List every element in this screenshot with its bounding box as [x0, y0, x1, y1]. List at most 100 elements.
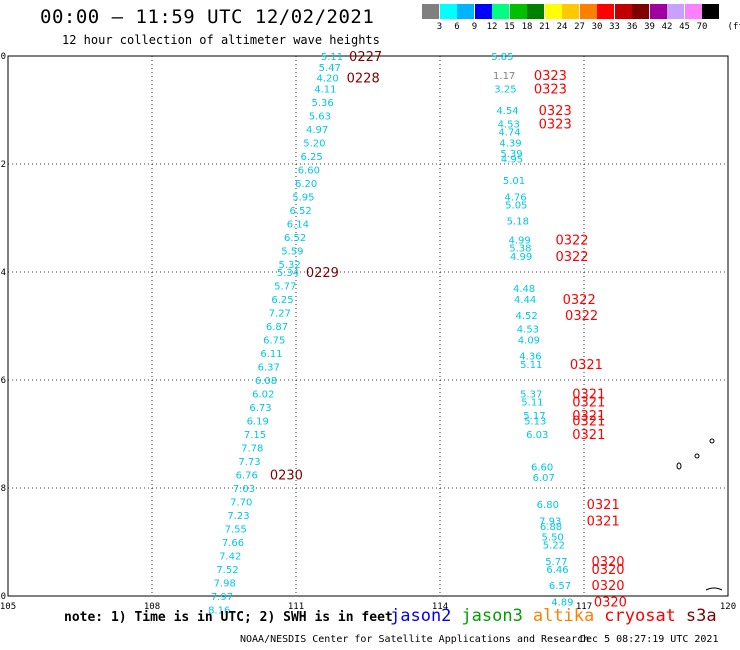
island-shape	[676, 462, 682, 470]
footer-note: note: 1) Time is in UTC; 2) SWH is in fe…	[64, 610, 393, 625]
lat-tick-label: -20	[0, 592, 6, 602]
wave-height-value: 6.88	[540, 522, 562, 533]
wave-height-value: 6.25	[301, 152, 323, 163]
wave-height-value: 6.73	[249, 403, 271, 414]
wave-height-value: 6.75	[263, 336, 285, 347]
map-subtitle: 12 hour collection of altimeter wave hei…	[62, 33, 380, 47]
wave-height-value: 6.25	[271, 295, 293, 306]
lat-tick-label: -16	[0, 376, 6, 386]
pass-time-label: 0228	[347, 72, 380, 87]
wave-height-value: 7.55	[225, 525, 247, 536]
lat-tick-label: -18	[0, 484, 6, 494]
lon-tick-label: 117	[576, 602, 592, 612]
satellite-name: jason2	[390, 606, 452, 626]
legend-label: 45	[679, 22, 690, 32]
wave-height-value: 5.22	[543, 541, 565, 552]
wave-height-value: 5.20	[303, 138, 325, 149]
legend-swatch	[474, 4, 492, 19]
legend-label: 18	[521, 22, 533, 32]
wave-height-value: 7.66	[222, 538, 244, 549]
wave-height-value: 8.16	[208, 606, 230, 617]
legend-label: 9	[471, 22, 478, 32]
pass-time-label: 0321	[587, 514, 620, 529]
legend-label: 24	[556, 22, 568, 32]
wave-height-value: 5.11	[520, 360, 542, 371]
legend-label: 3	[436, 22, 443, 32]
wave-height-value: 6.52	[290, 206, 312, 217]
pass-time-label: 0321	[572, 428, 605, 443]
wave-height-value: 5.01	[503, 176, 525, 187]
wave-height-value: 7.27	[269, 309, 291, 320]
legend-label: 36	[626, 22, 638, 32]
pass-time-label: 0229	[306, 266, 339, 281]
wave-height-value: 5.32	[278, 260, 300, 271]
wave-height-value: 5.63	[309, 111, 331, 122]
legend-swatch	[614, 4, 632, 19]
wave-height-value: 6.03	[526, 430, 548, 441]
wave-height-value: 6.87	[266, 322, 288, 333]
satellite-name: s3a	[685, 606, 717, 626]
legend-label: 30	[591, 22, 603, 32]
pass-time-label: 0320	[591, 555, 624, 570]
pass-time-label: 0321	[572, 388, 605, 403]
wave-height-value: 6.60	[531, 462, 553, 473]
wave-height-value: 4.20	[316, 74, 338, 85]
wave-height-value: 5.47	[319, 63, 341, 74]
wave-height-value: 5.05	[505, 201, 527, 212]
map-title: 00:00 – 11:59 UTC 12/02/2021	[40, 6, 375, 28]
legend-label: 70	[696, 22, 708, 32]
wave-height-value: 5.85	[491, 52, 513, 63]
pass-time-label: 0322	[555, 250, 588, 265]
pass-time-label: 0321	[570, 358, 603, 373]
legend-label: 21	[539, 22, 550, 32]
wave-height-value: 4.44	[514, 295, 536, 306]
legend-label: 42	[661, 22, 673, 32]
wave-height-value: 7.42	[219, 552, 241, 563]
wave-height-value: 3.25	[494, 84, 516, 95]
wave-height-value: 1.17	[493, 71, 515, 82]
legend-swatch	[684, 4, 702, 19]
wave-height-value: 5.18	[507, 217, 529, 228]
legend-swatch	[649, 4, 667, 19]
wave-height-value: 4.53	[498, 120, 520, 131]
lat-tick-label: -14	[0, 268, 6, 278]
wave-height-value: 4.48	[513, 284, 535, 295]
wave-height-value: 6.02	[252, 390, 274, 401]
wave-height-value: 7.15	[244, 430, 266, 441]
wave-height-value: 5.13	[524, 417, 546, 428]
wave-height-value: 5.50	[542, 533, 564, 544]
wave-height-value: 6.14	[287, 219, 309, 230]
wave-height-value: 5.17	[523, 411, 545, 422]
wave-height-value: 5.59	[281, 246, 303, 257]
wave-height-value: 6.37	[258, 363, 280, 374]
legend-swatch	[579, 4, 597, 19]
legend-label: 39	[644, 22, 655, 32]
wave-height-value: 6.07	[533, 473, 555, 484]
wave-height-value: 6.80	[537, 500, 559, 511]
pass-time-label: 0230	[270, 469, 303, 484]
wave-height-value: 4.97	[306, 125, 328, 136]
legend-label: 12	[486, 22, 498, 32]
pass-time-label: 0322	[563, 293, 596, 308]
legend-swatch	[562, 4, 579, 19]
wave-height-value: 7.93	[539, 516, 561, 527]
wave-height-value: 6.76	[236, 471, 258, 482]
island-shape	[709, 438, 715, 444]
wave-height-value: 4.74	[498, 128, 520, 139]
pass-time-label: 0321	[572, 396, 605, 411]
wave-height-value: 5.11	[521, 398, 543, 409]
pass-time-label: 0321	[572, 415, 605, 430]
pass-time-label: 0320	[591, 563, 624, 578]
lon-tick-label: 111	[288, 602, 304, 612]
wave-height-value: 6.52	[284, 233, 306, 244]
wave-height-value: 7.73	[238, 457, 260, 468]
wave-height-value: 7.70	[230, 498, 252, 509]
pass-time-label: 0321	[572, 409, 605, 424]
wave-height-value: 6.08	[255, 376, 277, 387]
legend-swatch	[457, 4, 474, 19]
pass-time-label: 0323	[539, 104, 572, 119]
wave-height-value: 7.78	[241, 444, 263, 455]
map-frame	[7, 55, 729, 597]
legend-swatch	[632, 4, 649, 19]
wave-height-value: 5.36	[312, 98, 334, 109]
